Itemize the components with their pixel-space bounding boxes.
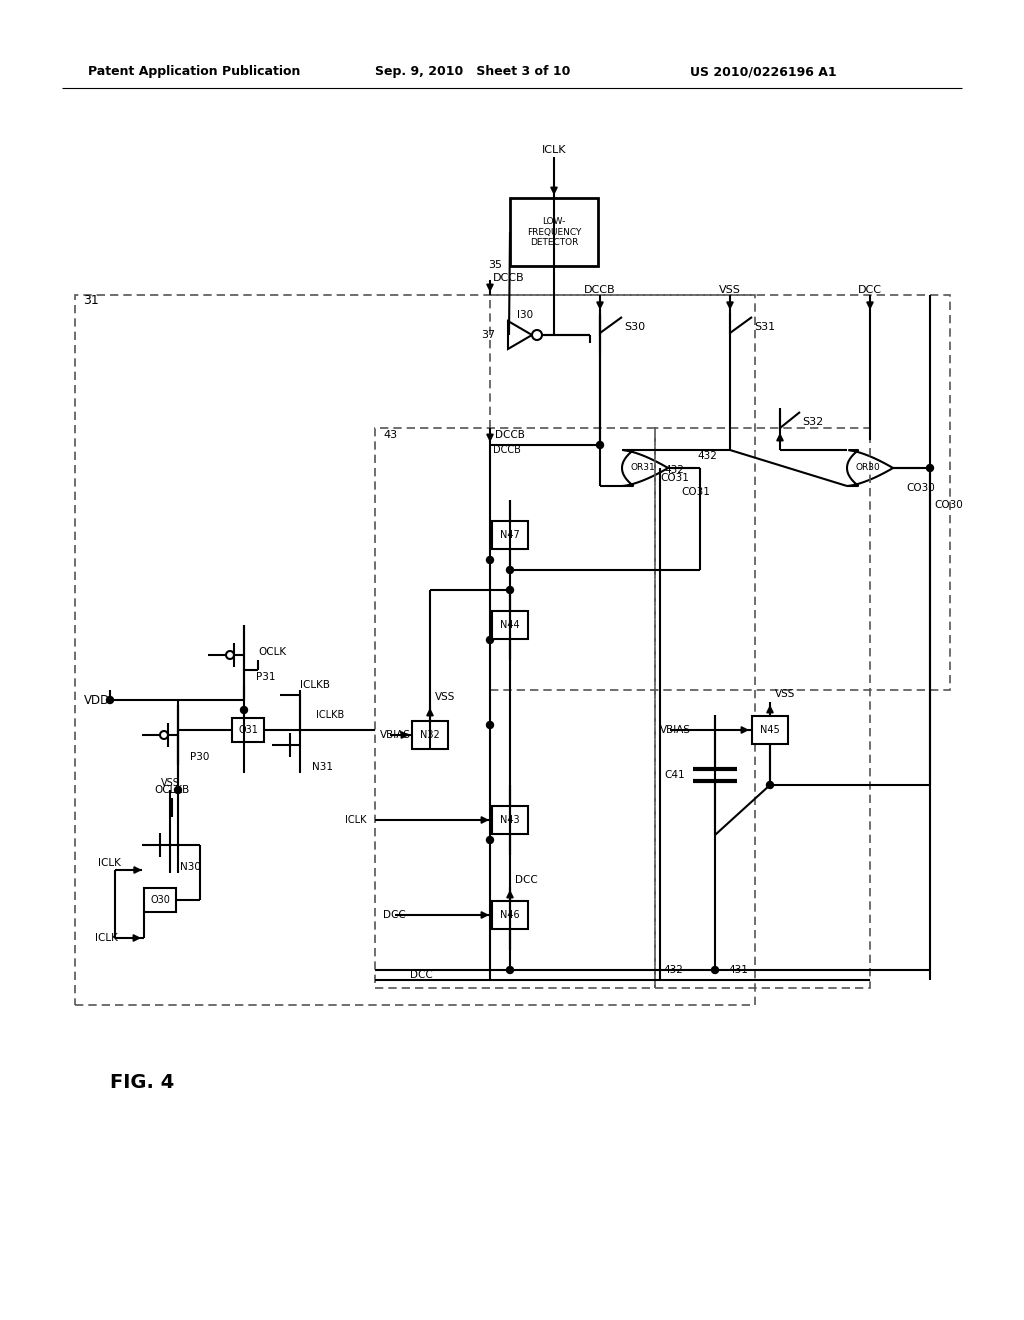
Circle shape bbox=[507, 966, 513, 974]
Text: 431: 431 bbox=[728, 965, 748, 975]
Text: VDD: VDD bbox=[84, 693, 111, 706]
Bar bbox=[492, 902, 528, 929]
Text: 432: 432 bbox=[664, 465, 684, 475]
Bar bbox=[752, 715, 788, 744]
Text: VBIAS: VBIAS bbox=[380, 730, 411, 741]
Circle shape bbox=[226, 651, 234, 659]
Circle shape bbox=[106, 697, 114, 704]
Text: US 2010/0226196 A1: US 2010/0226196 A1 bbox=[690, 66, 837, 78]
Bar bbox=[490, 294, 950, 690]
Text: N32: N32 bbox=[420, 730, 440, 741]
Circle shape bbox=[767, 781, 773, 788]
Text: 432: 432 bbox=[697, 451, 717, 461]
Text: P31: P31 bbox=[256, 672, 275, 682]
Text: FIG. 4: FIG. 4 bbox=[110, 1072, 174, 1092]
Text: CO30: CO30 bbox=[906, 483, 935, 492]
Text: ICLK: ICLK bbox=[345, 814, 367, 825]
Bar bbox=[412, 721, 449, 748]
Circle shape bbox=[712, 966, 719, 974]
Text: Patent Application Publication: Patent Application Publication bbox=[88, 66, 300, 78]
Bar bbox=[492, 521, 528, 549]
Text: OR30: OR30 bbox=[856, 463, 881, 473]
Circle shape bbox=[486, 837, 494, 843]
Circle shape bbox=[486, 557, 494, 564]
Text: N47: N47 bbox=[500, 531, 520, 540]
Text: VSS: VSS bbox=[435, 692, 456, 702]
Text: I30: I30 bbox=[517, 310, 534, 319]
Text: N44: N44 bbox=[500, 620, 520, 630]
Bar bbox=[375, 428, 655, 987]
Circle shape bbox=[486, 636, 494, 644]
Bar bbox=[492, 807, 528, 834]
Bar bbox=[232, 718, 264, 742]
Text: DCC: DCC bbox=[858, 285, 882, 294]
Text: ICLK: ICLK bbox=[98, 858, 121, 869]
Text: N43: N43 bbox=[500, 814, 520, 825]
Circle shape bbox=[174, 787, 181, 793]
Text: ICLK: ICLK bbox=[542, 145, 566, 154]
Text: P30: P30 bbox=[190, 752, 209, 762]
Text: LOW-
FREQUENCY
DETECTOR: LOW- FREQUENCY DETECTOR bbox=[526, 216, 582, 247]
Circle shape bbox=[486, 722, 494, 729]
Text: 35: 35 bbox=[488, 260, 502, 271]
Text: O31: O31 bbox=[238, 725, 258, 735]
Text: ICLK: ICLK bbox=[95, 933, 118, 942]
Text: VSS: VSS bbox=[775, 689, 796, 700]
Text: DCC: DCC bbox=[515, 875, 538, 884]
Text: 37: 37 bbox=[481, 330, 495, 341]
Text: 432: 432 bbox=[664, 965, 683, 975]
Text: DCC: DCC bbox=[383, 909, 406, 920]
Text: CO31: CO31 bbox=[660, 473, 689, 483]
Text: C41: C41 bbox=[665, 770, 685, 780]
Text: DCCB: DCCB bbox=[495, 430, 525, 440]
Circle shape bbox=[507, 566, 513, 573]
Bar bbox=[75, 294, 755, 1005]
Circle shape bbox=[597, 441, 603, 449]
Text: 43: 43 bbox=[383, 430, 397, 440]
Text: S32: S32 bbox=[802, 417, 823, 426]
Text: DCCB: DCCB bbox=[493, 445, 521, 455]
Text: 31: 31 bbox=[83, 293, 98, 306]
Text: VSS: VSS bbox=[719, 285, 741, 294]
Text: ICLKB: ICLKB bbox=[315, 710, 344, 719]
Text: VBIAS: VBIAS bbox=[660, 725, 691, 735]
Text: CO30: CO30 bbox=[934, 500, 963, 510]
Text: N31: N31 bbox=[312, 762, 333, 772]
Text: ICLKB: ICLKB bbox=[300, 680, 330, 690]
Text: N46: N46 bbox=[500, 909, 520, 920]
Circle shape bbox=[241, 706, 248, 714]
Text: OR31: OR31 bbox=[631, 463, 655, 473]
Text: N45: N45 bbox=[760, 725, 780, 735]
Text: O30: O30 bbox=[151, 895, 170, 906]
Circle shape bbox=[927, 465, 934, 471]
Text: DCC: DCC bbox=[410, 970, 433, 979]
Text: VSS: VSS bbox=[161, 777, 179, 788]
Bar bbox=[510, 198, 598, 267]
Bar bbox=[655, 428, 870, 987]
Bar bbox=[492, 611, 528, 639]
Text: DCCB: DCCB bbox=[584, 285, 615, 294]
Circle shape bbox=[160, 731, 168, 739]
Text: N30: N30 bbox=[180, 862, 201, 873]
Bar bbox=[144, 888, 176, 912]
Text: S31: S31 bbox=[754, 322, 775, 333]
Text: S30: S30 bbox=[624, 322, 645, 333]
Text: CO31: CO31 bbox=[681, 487, 710, 498]
Circle shape bbox=[532, 330, 542, 341]
Circle shape bbox=[507, 586, 513, 594]
Text: OCLKB: OCLKB bbox=[155, 785, 189, 795]
Text: OCLK: OCLK bbox=[258, 647, 286, 657]
Text: DCCB: DCCB bbox=[493, 273, 524, 282]
Text: Sep. 9, 2010   Sheet 3 of 10: Sep. 9, 2010 Sheet 3 of 10 bbox=[375, 66, 570, 78]
